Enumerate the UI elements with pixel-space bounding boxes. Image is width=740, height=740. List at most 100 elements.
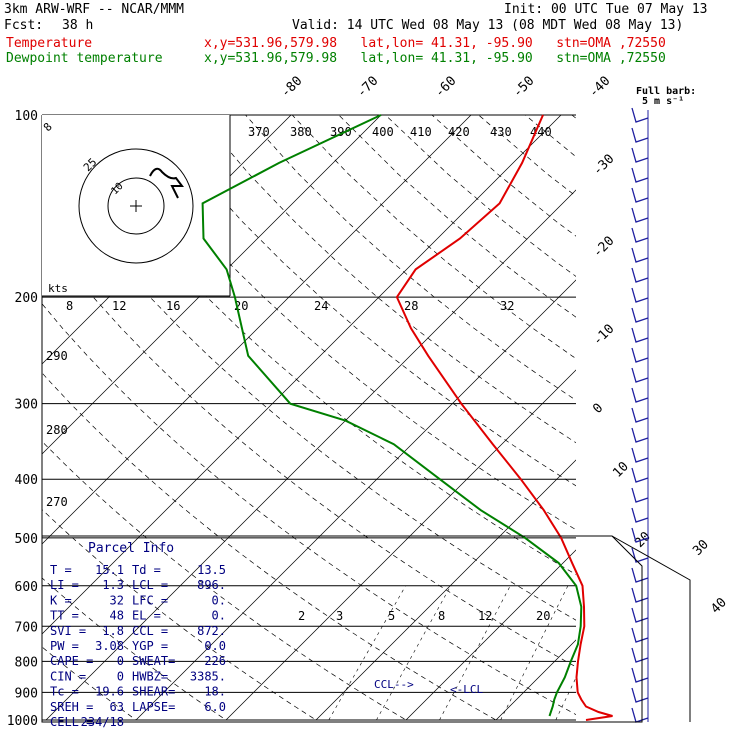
temperature-trace (395, 114, 613, 721)
parcel-param-value: 0. (212, 593, 226, 607)
parcel-param-value: 0. (212, 609, 226, 623)
temperature-tick-label: -20 (590, 234, 617, 261)
parcel-param-label: SHEAR= (132, 685, 175, 699)
mixing-ratio-line (328, 585, 406, 720)
parcel-param-label: SWEAT= (132, 654, 175, 668)
wind-barb (631, 287, 649, 303)
parcel-param-value: 0 (117, 669, 124, 683)
parcel-param-label: T = (50, 563, 72, 577)
theta-label: 380 (290, 125, 312, 139)
dry-adiabat-line (571, 115, 576, 119)
parcel-param-label: CIN = (50, 669, 86, 683)
valid-time: Valid: 14 UTC Wed 08 May 13 (08 MDT Wed … (292, 18, 684, 33)
barb-legend-label: Full barb: (636, 86, 696, 97)
mixing-ratio-line (500, 585, 569, 720)
lcl-annotation: <-LCL (450, 683, 483, 696)
parcel-param-label: LI = (50, 578, 79, 592)
wind-barb (631, 407, 649, 423)
temperature-tick-label: 0 (590, 401, 606, 417)
mixing-ratio-line (628, 586, 688, 720)
theta-label: 420 (448, 125, 470, 139)
temperature-tick-label: -10 (590, 322, 617, 349)
dewpoint-trace (201, 114, 583, 717)
parcel-param-label: SREH = (50, 700, 93, 714)
parcel-param-value: 3.08 (95, 639, 124, 653)
speed-scale-label: 28 (404, 299, 418, 313)
pressure-tick-label: 200 (15, 291, 38, 306)
parcel-param-value: 19.6 (95, 685, 124, 699)
wind-barb (631, 167, 649, 183)
wind-barb (631, 187, 649, 203)
wind-barb (631, 527, 649, 543)
parcel-param-label: HWBZ= (132, 669, 168, 683)
wind-barb (631, 227, 649, 243)
dry-adiabat-line (42, 160, 576, 621)
wind-barb (631, 547, 649, 563)
dry-adiabat-line (524, 115, 576, 158)
parcel-param-value: 0.0 (204, 639, 226, 653)
parcel-param-label: PW = (50, 639, 79, 653)
mixing-ratio-line (376, 585, 451, 720)
wind-barb (631, 467, 649, 483)
parcel-param-label: LAPSE= (132, 700, 175, 714)
model-title: 3km ARW-WRF -- NCAR/MMM (4, 2, 185, 17)
isotherm-line (676, 115, 740, 720)
parcel-param-value: 13.5 (197, 563, 226, 577)
wind-barb (631, 387, 649, 403)
isotherm-line (42, 115, 382, 455)
hodograph-trace (149, 167, 184, 199)
hodograph-unit-label: kts (48, 282, 68, 295)
isotherm-line (495, 639, 576, 720)
wind-barb (631, 427, 649, 443)
mixing-ratio-label: 8 (438, 609, 445, 623)
wind-barb (631, 307, 649, 323)
mixing-ratio-label: 20 (536, 609, 550, 623)
wind-barb (631, 667, 649, 683)
pressure-tick-label: 100 (15, 109, 38, 124)
isotherm-line (225, 369, 576, 720)
parcel-param-value: 6.0 (204, 700, 226, 714)
dry-adiabat-line (478, 115, 576, 197)
parcel-param-label: LFC = (132, 593, 168, 607)
mixing-ratio-line (439, 585, 511, 720)
theta-label: 410 (410, 125, 432, 139)
dry-adiabat-line (42, 303, 576, 715)
parcel-param-value: 872. (197, 624, 226, 638)
dry-adiabat-line (42, 509, 317, 720)
wind-barb (631, 107, 649, 123)
dewpoint-legend-label: Dewpoint temperature (6, 51, 163, 66)
parcel-param-label: CAPE = (50, 654, 93, 668)
pressure-tick-label: 1000 (7, 714, 38, 729)
dry-adiabat-line (619, 115, 740, 733)
parcel-param-value: 48 (110, 609, 124, 623)
temperature-tick-label: 30 (690, 537, 712, 559)
parcel-param-value: 3385. (190, 669, 226, 683)
speed-scale-label: 16 (166, 299, 180, 313)
parcel-param-label: YGP = (132, 639, 168, 653)
temperature-legend-info: x,y=531.96,579.98 lat,lon= 41.31, -95.90… (204, 36, 666, 51)
panel-frame (41, 535, 643, 723)
panel-frame-edge (611, 535, 691, 722)
hodograph-ring (107, 177, 165, 235)
mixing-ratio-label: 2 (298, 609, 305, 623)
parcel-param-value: 32 (110, 593, 124, 607)
isotherm-line (586, 115, 740, 720)
temperature-tick-label: -70 (354, 74, 381, 101)
parcel-param-value: 896. (197, 578, 226, 592)
ccl-annotation: CCL--> (374, 678, 414, 691)
parcel-param-label: Td = (132, 563, 161, 577)
dry-adiabat-line (712, 115, 740, 733)
forecast-hour-label: Fcst: (4, 18, 44, 33)
wind-barb (631, 647, 649, 663)
theta-label: 270 (46, 495, 68, 509)
parcel-param-value: 63 (110, 700, 124, 714)
parcel-param-value: 18. (204, 685, 226, 699)
parcel-param-value: 15.1 (95, 563, 124, 577)
parcel-param-label: TT = (50, 609, 79, 623)
dry-adiabat-line (665, 115, 740, 733)
temperature-tick-label: -60 (432, 74, 459, 101)
theta-label: 440 (530, 125, 552, 139)
dry-adiabat-line (58, 115, 576, 575)
parcel-param-value: 226 (204, 654, 226, 668)
